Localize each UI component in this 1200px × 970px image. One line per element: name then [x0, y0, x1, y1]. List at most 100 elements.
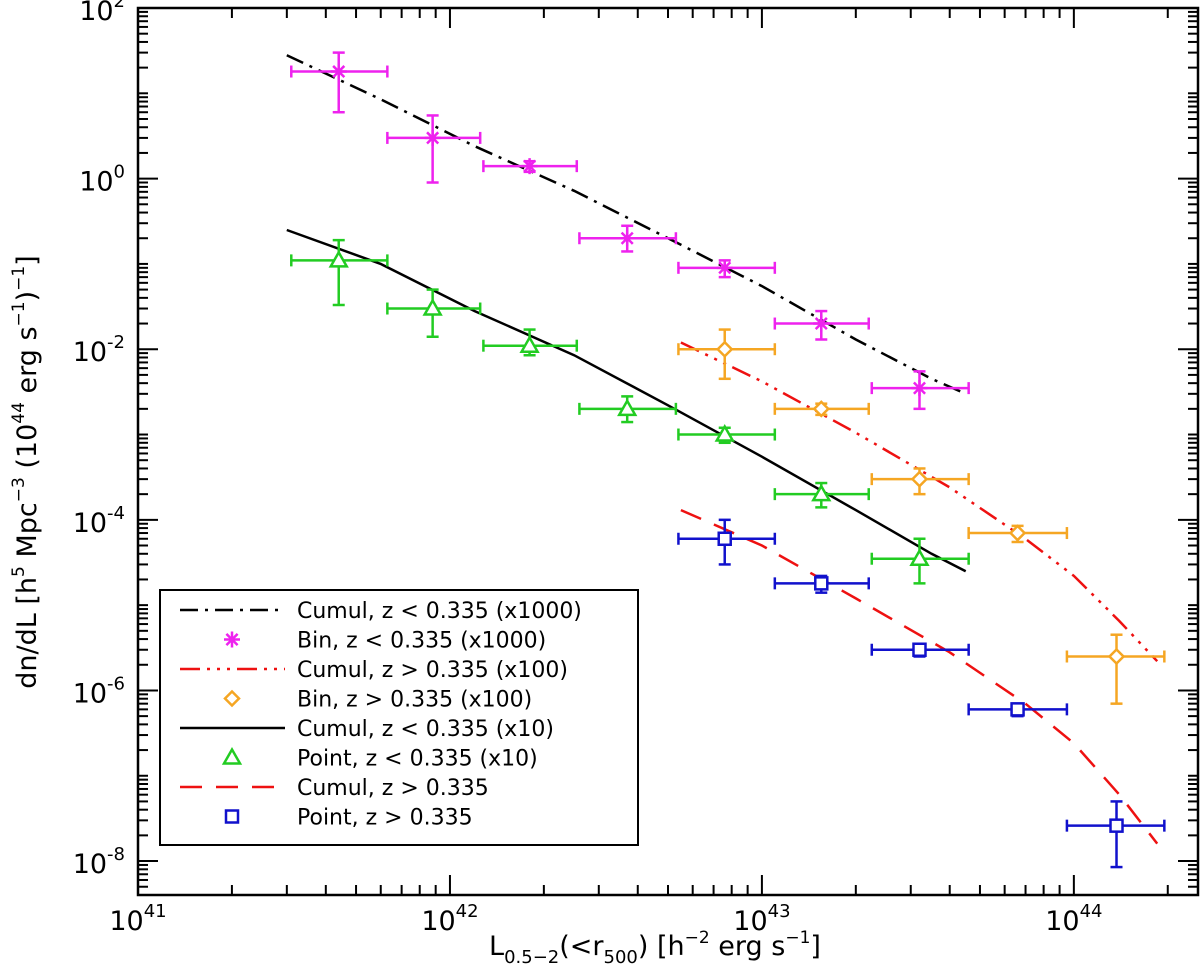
marker-triangle — [328, 249, 349, 268]
data-point — [967, 702, 1069, 718]
marker-diamond — [715, 340, 734, 358]
data-point — [1065, 800, 1166, 869]
marker-square — [1109, 818, 1124, 833]
marker-triangle — [714, 424, 735, 442]
y-tick-labels: 10-8 10-6 10-4 10-2 100 102 — [73, 0, 125, 880]
marker-asterisk — [521, 158, 538, 175]
axes-frame — [136, 6, 1200, 897]
legend-label: Bin, z < 0.335 (x1000) — [297, 629, 546, 654]
x-tick-label: 1043 — [733, 901, 790, 937]
marker-asterisk — [330, 63, 347, 80]
series-point-z-0-335 — [677, 518, 1166, 869]
legend-item-bin-z-0-335-x1000: Bin, z < 0.335 (x1000) — [224, 629, 546, 654]
data-point — [677, 328, 777, 381]
data-point — [870, 467, 970, 496]
legend-swatch-diamond — [223, 689, 241, 708]
marker-diamond — [910, 470, 929, 488]
legend-label: Point, z > 0.335 — [297, 806, 473, 831]
marker-asterisk-stroke — [913, 381, 926, 395]
legend-item-cumul-z-0-335-x10: Cumul, z < 0.335 (x10) — [180, 717, 554, 742]
y-tick-label: 10-2 — [73, 332, 125, 368]
data-point — [677, 518, 777, 566]
line-cumul-z-0-335-x1000 — [286, 54, 967, 395]
y-axis-label: dn/dL [h5 Mpc−3 (1044 erg s−1)−1] — [9, 255, 43, 688]
x-tick-label: 1044 — [1045, 901, 1102, 937]
marker-triangle — [811, 483, 832, 502]
x-axis-label: L0.5−2(<r500) [h−2 erg s−1] — [489, 928, 821, 968]
y-tick-label: 10-8 — [73, 844, 125, 880]
legend-item-point-z-0-335: Point, z > 0.335 — [224, 806, 473, 831]
marker-diamond — [1008, 524, 1027, 542]
legend-label: Point, z < 0.335 (x10) — [297, 747, 538, 772]
legend-swatch-square — [224, 809, 240, 824]
legend-swatch-asterisk-stroke — [225, 633, 239, 646]
marker-asterisk-stroke — [332, 65, 346, 79]
marker-asterisk — [911, 380, 928, 397]
marker-square — [912, 642, 927, 657]
data-point — [290, 51, 389, 114]
legend-item-cumul-z-0-335: Cumul, z > 0.335 — [180, 776, 489, 801]
marker-asterisk — [619, 230, 636, 247]
data-point — [578, 395, 678, 424]
data-point — [677, 259, 777, 279]
legend-item-cumul-z-0-335-x100: Cumul, z > 0.335 (x100) — [180, 658, 568, 683]
x-tick-label: 1041 — [109, 901, 166, 937]
legend-label: Cumul, z > 0.335 — [297, 776, 489, 801]
legend-swatch-asterisk — [224, 631, 240, 648]
x-tick-label: 1042 — [421, 901, 478, 937]
data-point — [870, 537, 970, 585]
x-tick-labels: 1041 1042 1043 1044 — [109, 901, 1102, 937]
marker-asterisk-stroke — [620, 231, 634, 245]
line-cumul-z-0-335-x100 — [680, 341, 1159, 663]
legend-label: Cumul, z < 0.335 (x10) — [297, 717, 554, 742]
marker-diamond — [812, 400, 831, 418]
marker-square — [1010, 702, 1025, 717]
legend-label: Cumul, z > 0.335 (x100) — [297, 658, 568, 683]
legend-label: Bin, z > 0.335 (x100) — [297, 688, 532, 713]
y-tick-label: 10-6 — [73, 673, 125, 709]
marker-square — [717, 531, 732, 547]
data-point — [386, 114, 482, 184]
marker-asterisk-stroke — [523, 159, 537, 173]
legend-item-bin-z-0-335-x100: Bin, z > 0.335 (x100) — [223, 688, 532, 713]
data-point — [773, 481, 870, 509]
series-point-z-0-335-x10 — [290, 238, 970, 585]
marker-asterisk — [716, 259, 733, 276]
data-point — [773, 400, 870, 418]
marker-triangle — [617, 398, 638, 417]
data-point — [386, 288, 482, 339]
legend-item-cumul-z-0-335-x1000: Cumul, z < 0.335 (x1000) — [180, 599, 582, 624]
y-tick-label: 10-4 — [73, 503, 125, 539]
legend-swatch-triangle — [221, 746, 243, 765]
data-point — [578, 224, 678, 253]
line-cumul-z-0-335 — [680, 508, 1159, 845]
data-point — [677, 424, 777, 445]
data-point — [967, 524, 1069, 544]
data-point — [870, 370, 970, 411]
marker-triangle — [909, 548, 930, 566]
legend-item-point-z-0-335-x10: Point, z < 0.335 (x10) — [221, 746, 538, 772]
marker-asterisk-stroke — [718, 261, 732, 275]
series-bin-z-0-335-x100 — [677, 328, 1166, 705]
y-tick-label: 100 — [79, 162, 125, 198]
marker-square — [814, 576, 829, 591]
data-point — [482, 158, 579, 175]
data-point — [773, 574, 870, 594]
marker-asterisk — [813, 315, 830, 332]
marker-asterisk-stroke — [814, 317, 828, 331]
series-bin-z-0-335-x1000 — [290, 51, 970, 411]
line-cumul-z-0-335-x10 — [286, 228, 967, 573]
data-point — [870, 642, 970, 658]
data-point — [773, 309, 870, 341]
data-point — [1065, 633, 1166, 705]
legend: Cumul, z < 0.335 (x1000) Bin, z < 0.335 (… — [159, 589, 639, 846]
marker-asterisk-stroke — [426, 131, 440, 145]
y-tick-label: 102 — [79, 0, 125, 27]
marker-diamond — [1107, 647, 1126, 666]
marker-asterisk — [424, 129, 441, 146]
marker-triangle — [519, 335, 540, 353]
marker-triangle — [422, 298, 443, 316]
legend-box — [159, 589, 639, 846]
legend-label: Cumul, z < 0.335 (x1000) — [297, 599, 582, 624]
